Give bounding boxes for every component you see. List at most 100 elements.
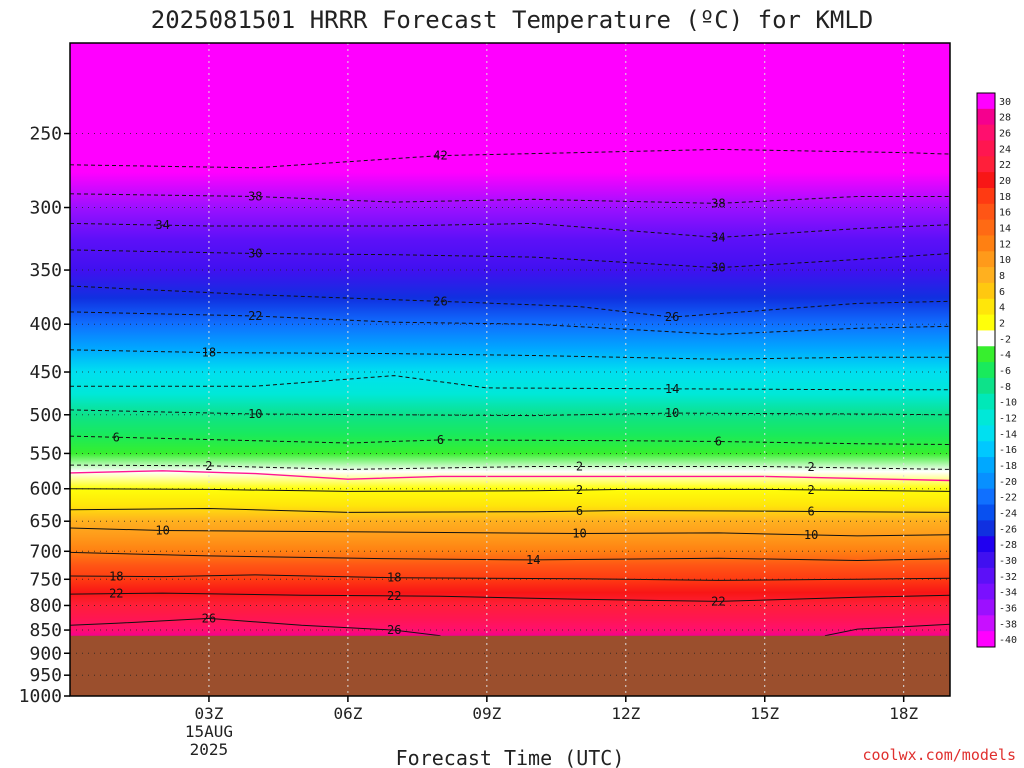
- isotherm-label: 30: [711, 261, 725, 275]
- isotherm-minus-38: [70, 193, 950, 204]
- isotherm-label: 10: [804, 528, 818, 542]
- y-tick-label: 950: [29, 665, 62, 686]
- isotherm-label: 6: [113, 430, 120, 444]
- isotherm-label: 22: [248, 309, 262, 323]
- colorbar-label: 18: [999, 192, 1011, 203]
- isotherm-label: 6: [576, 504, 583, 518]
- colorbar: 30 28 26 24 22 20 18 16 14 12 10 8 6 4 2 -2 -4 -6 -8 -10 -12…: [976, 92, 1017, 648]
- colorbar-swatch: [977, 377, 995, 395]
- isotherm-label: 34: [711, 231, 725, 245]
- isotherm-minus-26: [70, 285, 950, 318]
- pressure-axis: 2503003504004505005506006507007508008509…: [19, 124, 70, 707]
- isotherm-contours: [70, 148, 950, 637]
- colorbar-label: 22: [999, 160, 1011, 171]
- colorbar-label: 28: [999, 113, 1011, 124]
- y-tick-label: 450: [29, 362, 62, 383]
- x-tick-label: 18Z: [889, 704, 918, 723]
- isotherm-label: 22: [387, 589, 401, 603]
- colorbar-label: -4: [999, 350, 1011, 361]
- colorbar-label: -28: [999, 540, 1017, 551]
- colorbar-label: 4: [999, 303, 1005, 314]
- isotherm-label: 22: [109, 587, 123, 601]
- colorbar-label: 6: [999, 287, 1005, 298]
- colorbar-label: 2: [999, 319, 1005, 330]
- colorbar-swatch: [977, 172, 995, 189]
- colorbar-swatch: [977, 235, 995, 252]
- x-tick-label: 12Z: [611, 704, 640, 723]
- isotherm-label: 14: [526, 553, 540, 567]
- colorbar-swatch: [977, 219, 995, 236]
- temperature-field: [70, 43, 950, 696]
- colorbar-swatch: [977, 567, 995, 585]
- isotherm-label: 26: [387, 623, 401, 637]
- y-tick-label: 750: [29, 569, 62, 590]
- y-tick-label: 400: [29, 314, 62, 335]
- colorbar-label: 14: [999, 224, 1011, 235]
- colorbar-label: -30: [999, 556, 1017, 567]
- isotherm-minus-2: [70, 464, 950, 470]
- isotherm-label: 10: [248, 407, 262, 421]
- colorbar-swatch: [977, 282, 995, 300]
- colorbar-label: -40: [999, 635, 1017, 646]
- y-tick-label: 500: [29, 405, 62, 426]
- isotherm-minus-34: [70, 222, 950, 239]
- colorbar-label: -2: [999, 334, 1011, 345]
- colorbar-label: -38: [999, 619, 1017, 630]
- isotherm-minus-22: [70, 311, 950, 335]
- y-tick-label: 1000: [19, 686, 62, 707]
- x-axis-label: Forecast Time (UTC): [396, 746, 625, 768]
- colorbar-swatch: [977, 552, 995, 569]
- colorbar-swatch: [977, 615, 995, 632]
- x-tick-label: 09Z: [472, 704, 501, 723]
- isotherm-label: 18: [387, 571, 401, 585]
- isotherm-label: 14: [665, 382, 679, 396]
- isotherm-minus-30: [70, 249, 950, 269]
- isotherm-label: 38: [248, 190, 262, 204]
- colorbar-swatch: [977, 425, 995, 442]
- credit-link[interactable]: coolwx.com/models: [862, 746, 1016, 764]
- isotherm-label: 42: [433, 149, 447, 163]
- isotherm-label: 10: [572, 527, 586, 541]
- colorbar-swatch: [977, 187, 995, 205]
- colorbar-swatch: [977, 346, 995, 363]
- colorbar-label: 20: [999, 176, 1011, 187]
- colorbar-swatch: [977, 362, 995, 379]
- colorbar-swatch: [977, 583, 995, 601]
- y-tick-label: 850: [29, 620, 62, 641]
- colorbar-swatch: [977, 267, 995, 284]
- colorbar-label: -34: [999, 588, 1017, 599]
- colorbar-swatch: [977, 298, 995, 316]
- freezing-level-line: [70, 470, 950, 482]
- x-tick-label: 03Z: [194, 704, 223, 723]
- isotherm-label: 34: [155, 218, 169, 232]
- isotherm-26: [824, 623, 950, 637]
- isotherm-22: [70, 592, 950, 602]
- y-tick-label: 900: [29, 643, 62, 664]
- colorbar-swatch: [977, 156, 995, 173]
- colorbar-label: -12: [999, 414, 1017, 425]
- colorbar-label: 30: [999, 97, 1011, 108]
- colorbar-swatch: [977, 504, 995, 521]
- colorbar-label: -16: [999, 445, 1017, 456]
- isotherm-label: 30: [248, 247, 262, 261]
- colorbar-swatch: [977, 140, 995, 157]
- chart-title: 2025081501 HRRR Forecast Temperature (ºC…: [151, 6, 873, 34]
- colorbar-label: -6: [999, 366, 1011, 377]
- colorbar-label: 12: [999, 239, 1011, 250]
- y-tick-label: 250: [29, 124, 62, 145]
- colorbar-label: 10: [999, 255, 1011, 266]
- colorbar-frame: [976, 92, 996, 648]
- colorbar-swatch: [977, 631, 995, 648]
- isotherm-label: 6: [437, 433, 444, 447]
- isotherm-label: 2: [576, 483, 583, 497]
- colorbar-label: -24: [999, 509, 1017, 520]
- colorbar-label: -14: [999, 429, 1017, 440]
- x-date-label: 15AUG: [185, 722, 233, 741]
- colorbar-label: 16: [999, 208, 1011, 219]
- colorbar-swatch: [977, 472, 995, 490]
- colorbar-label: -36: [999, 603, 1017, 614]
- colorbar-swatch: [977, 251, 995, 268]
